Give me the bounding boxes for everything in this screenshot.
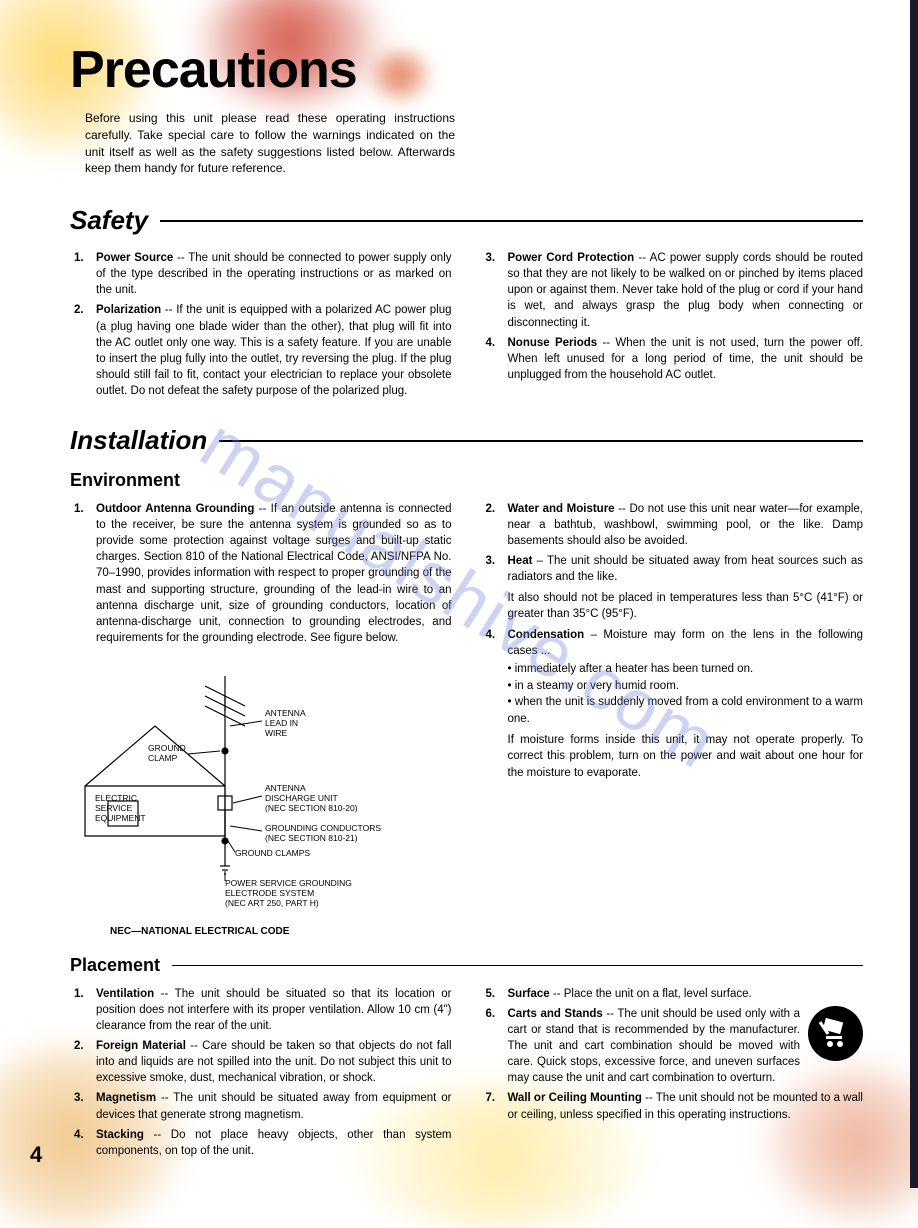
bullet: • in a steamy or very humid room. <box>508 678 864 695</box>
safety-left-list: 1.Power Source -- The unit should be con… <box>70 250 452 399</box>
list-item: 1.Ventilation -- The unit should be situ… <box>70 986 452 1034</box>
safety-heading-text: Safety <box>70 205 148 236</box>
svg-text:(NEC SECTION 810-21): (NEC SECTION 810-21) <box>265 833 358 843</box>
nec-note: NEC—NATIONAL ELECTRICAL CODE <box>110 926 452 937</box>
list-item: 4.Stacking -- Do not place heavy objects… <box>70 1127 452 1159</box>
list-item: 3.Magnetism -- The unit should be situat… <box>70 1090 452 1122</box>
placement-right-list: 5.Surface -- Place the unit on a flat, l… <box>482 986 864 1123</box>
list-item: 1.Power Source -- The unit should be con… <box>70 250 452 298</box>
label-antenna-lead: ANTENNA <box>265 708 306 718</box>
placement-left-list: 1.Ventilation -- The unit should be situ… <box>70 986 452 1159</box>
rule <box>172 965 863 967</box>
safety-right-list: 3.Power Cord Protection -- AC power supp… <box>482 250 864 383</box>
placement-heading-text: Placement <box>70 955 160 976</box>
svg-text:DISCHARGE UNIT: DISCHARGE UNIT <box>265 793 338 803</box>
list-item: 1.Outdoor Antenna Grounding -- If an out… <box>70 501 452 646</box>
bullet: • when the unit is suddenly moved from a… <box>508 694 864 727</box>
followup-text: It also should not be placed in temperat… <box>508 590 864 623</box>
list-item: 2.Water and Moisture -- Do not use this … <box>482 501 864 549</box>
label-power-service: POWER SERVICE GROUNDING <box>225 878 352 888</box>
list-item: 2.Polarization -- If the unit is equippe… <box>70 302 452 399</box>
installation-heading: Installation <box>70 425 863 456</box>
svg-text:EQUIPMENT: EQUIPMENT <box>95 813 146 823</box>
bullet: • immediately after a heater has been tu… <box>508 661 864 678</box>
intro-text: Before using this unit please read these… <box>85 110 455 177</box>
placement-heading: Placement <box>70 955 863 976</box>
list-item: 3.Heat – The unit should be situated awa… <box>482 553 864 623</box>
list-item: 3.Power Cord Protection -- AC power supp… <box>482 250 864 330</box>
rule <box>160 220 863 222</box>
label-ground-clamps: GROUND CLAMPS <box>235 848 310 858</box>
list-item: 5.Surface -- Place the unit on a flat, l… <box>482 986 864 1002</box>
label-ground-clamp: GROUND <box>148 743 186 753</box>
label-electric-service: ELECTRIC <box>95 793 137 803</box>
svg-text:LEAD IN: LEAD IN <box>265 718 298 728</box>
rule <box>219 440 863 442</box>
svg-text:CLAMP: CLAMP <box>148 753 178 763</box>
list-item: 7.Wall or Ceiling Mounting -- The unit s… <box>482 1090 864 1122</box>
environment-heading: Environment <box>70 470 863 491</box>
safety-heading: Safety <box>70 205 863 236</box>
list-item: 6.Carts and Stands -- The unit should be… <box>482 1006 864 1086</box>
grounding-diagram: ANTENNA LEAD IN WIRE GROUND CLAMP ELECTR… <box>70 656 452 937</box>
page-title: Precautions <box>70 40 863 100</box>
svg-text:SERVICE: SERVICE <box>95 803 132 813</box>
install-left-list: 1.Outdoor Antenna Grounding -- If an out… <box>70 501 452 646</box>
installation-heading-text: Installation <box>70 425 207 456</box>
svg-text:WIRE: WIRE <box>265 728 288 738</box>
label-discharge-unit: ANTENNA <box>265 783 306 793</box>
list-item: 4.Nonuse Periods -- When the unit is not… <box>482 335 864 383</box>
list-item: 2.Foreign Material -- Care should be tak… <box>70 1038 452 1086</box>
svg-text:ELECTRODE SYSTEM: ELECTRODE SYSTEM <box>225 888 314 898</box>
list-item: 4.Condensation – Moisture may form on th… <box>482 627 864 782</box>
cart-tip-icon <box>808 1006 863 1061</box>
install-right-list: 2.Water and Moisture -- Do not use this … <box>482 501 864 782</box>
svg-text:(NEC ART 250, PART H): (NEC ART 250, PART H) <box>225 898 319 908</box>
label-grounding-conductors: GROUNDING CONDUCTORS <box>265 823 381 833</box>
svg-text:(NEC SECTION 810-20): (NEC SECTION 810-20) <box>265 803 358 813</box>
followup-text: If moisture forms inside this unit, it m… <box>508 732 864 782</box>
